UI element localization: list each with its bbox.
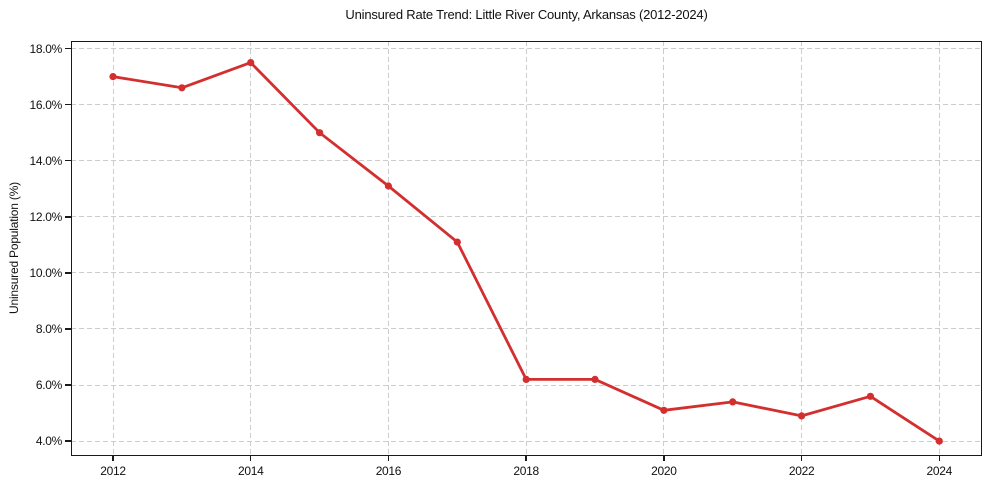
data-point-2023 xyxy=(866,392,875,400)
line-series-svg xyxy=(109,59,943,445)
y-tick-label: 8.0% xyxy=(35,321,62,336)
h-gridline xyxy=(71,384,982,386)
y-axis-label: Uninsured Population (%) xyxy=(7,182,21,314)
x-tick-label: 2014 xyxy=(237,464,264,478)
data-point-2013 xyxy=(178,84,186,92)
x-tick-mark xyxy=(525,456,527,461)
v-gridline xyxy=(387,41,389,456)
y-tick-label: 16.0% xyxy=(29,97,62,112)
y-tick-label: 10.0% xyxy=(29,265,62,280)
x-tick-label: 2018 xyxy=(513,464,539,478)
h-gridline xyxy=(71,160,982,162)
y-tick-mark xyxy=(65,160,71,162)
x-tick-label: 2020 xyxy=(651,464,677,478)
y-tick-mark xyxy=(65,103,71,106)
v-gridline xyxy=(112,41,114,456)
v-gridline xyxy=(525,41,527,456)
h-gridline xyxy=(71,216,982,218)
data-point-2020 xyxy=(660,406,668,414)
y-tick-mark xyxy=(65,216,71,218)
v-gridline xyxy=(250,41,252,456)
x-tick-mark xyxy=(938,456,940,461)
h-gridline xyxy=(71,272,982,274)
data-point-2022 xyxy=(798,412,806,420)
y-tick-mark xyxy=(65,328,71,330)
x-tick-mark xyxy=(112,456,114,461)
y-tick-label: 14.0% xyxy=(29,153,62,168)
y-tick-mark xyxy=(65,47,71,50)
h-gridline xyxy=(71,440,982,442)
y-tick-mark xyxy=(65,440,71,442)
data-point-2021 xyxy=(729,398,737,406)
plot-area xyxy=(71,41,982,456)
x-tick-mark xyxy=(387,456,390,461)
v-gridline xyxy=(801,41,803,456)
data-point-2012 xyxy=(109,73,117,81)
v-gridline xyxy=(938,41,940,456)
x-tick-label: 2022 xyxy=(788,464,815,478)
v-gridline xyxy=(663,41,665,456)
data-point-2015 xyxy=(316,129,324,137)
x-tick-mark xyxy=(250,456,252,461)
data-point-2017 xyxy=(453,238,461,246)
data-point-2019 xyxy=(591,375,599,383)
x-tick-mark xyxy=(800,456,803,461)
x-tick-label: 2012 xyxy=(100,464,126,478)
data-point-2024 xyxy=(935,437,943,445)
x-tick-label: 2024 xyxy=(926,464,953,478)
y-tick-label: 18.0% xyxy=(29,41,62,56)
data-point-2014 xyxy=(247,59,255,67)
y-tick-label: 12.0% xyxy=(29,209,62,224)
data-point-2018 xyxy=(522,375,530,383)
y-tick-label: 6.0% xyxy=(35,378,62,393)
y-tick-label: 4.0% xyxy=(35,434,62,449)
data-point-2016 xyxy=(384,182,392,190)
chart-title: Uninsured Rate Trend: Little River Count… xyxy=(345,7,708,22)
y-tick-mark xyxy=(65,272,71,274)
x-tick-label: 2016 xyxy=(375,464,402,478)
y-tick-mark xyxy=(65,384,71,386)
trend-line xyxy=(111,61,941,443)
x-tick-mark xyxy=(663,456,665,461)
h-gridline xyxy=(71,48,982,50)
h-gridline xyxy=(71,328,982,330)
h-gridline xyxy=(71,104,982,106)
